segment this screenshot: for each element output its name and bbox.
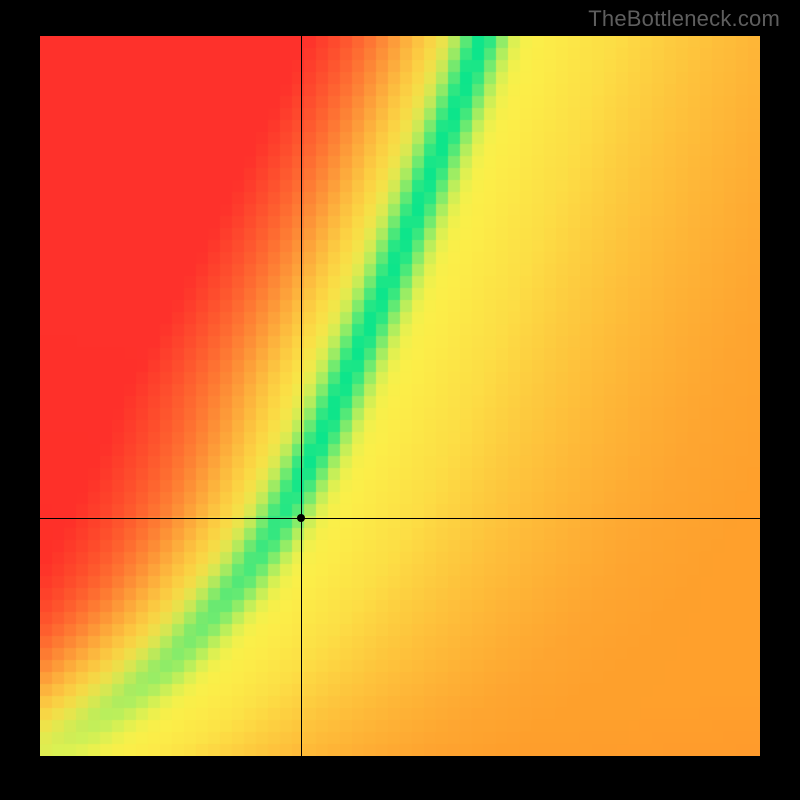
attribution-label: TheBottleneck.com [588,6,780,32]
heatmap-canvas [40,36,760,756]
crosshair-vertical [301,36,302,756]
marker-dot [297,514,305,522]
crosshair-horizontal [40,518,760,519]
chart-container: TheBottleneck.com [0,0,800,800]
plot-area [40,36,760,756]
